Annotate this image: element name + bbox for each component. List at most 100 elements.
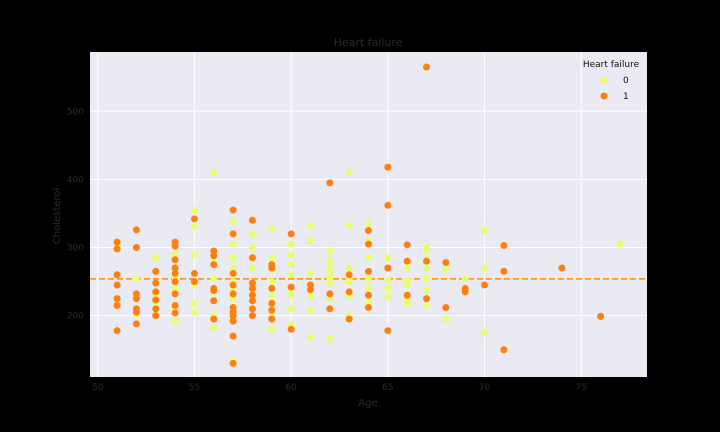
legend-label: 0: [623, 76, 629, 86]
data-point-series-1: [171, 309, 179, 317]
data-point-series-1: [210, 286, 218, 294]
data-point-series-1: [597, 312, 605, 320]
data-point-series-1: [500, 267, 508, 275]
x-tick-label: 70: [479, 383, 491, 393]
data-point-series-1: [423, 295, 431, 303]
data-point-series-1: [152, 312, 160, 320]
data-point-series-1: [210, 261, 218, 269]
data-point-series-0: [229, 240, 237, 248]
data-point-series-1: [442, 259, 450, 267]
y-tick-label: 500: [67, 107, 84, 117]
x-tick-label: 50: [92, 383, 104, 393]
data-point-series-1: [152, 267, 160, 275]
data-point-series-1: [210, 297, 218, 305]
data-point-series-1: [190, 215, 198, 223]
data-point-series-1: [326, 305, 334, 313]
data-point-series-1: [287, 325, 295, 333]
x-tick-labels: 50 55 60 65 70 75: [92, 383, 587, 393]
data-point-series-0: [190, 299, 198, 307]
data-point-series-0: [210, 274, 218, 282]
data-point-series-0: [345, 278, 353, 286]
data-point-series-0: [268, 325, 276, 333]
data-point-series-1: [171, 290, 179, 298]
data-point-series-1: [345, 288, 353, 296]
data-point-series-1: [248, 291, 256, 299]
data-point-series-0: [306, 222, 314, 230]
data-point-series-0: [423, 274, 431, 282]
data-point-series-1: [268, 284, 276, 292]
data-point-series-1: [229, 332, 237, 340]
data-point-series-1: [171, 264, 179, 272]
data-point-series-0: [190, 308, 198, 316]
data-point-series-0: [190, 223, 198, 231]
data-point-series-1: [171, 242, 179, 250]
data-point-series-0: [287, 261, 295, 269]
data-point-series-0: [190, 206, 198, 214]
data-point-series-0: [423, 286, 431, 294]
data-point-series-0: [442, 315, 450, 323]
data-point-series-1: [365, 240, 372, 248]
data-point-series-1: [248, 312, 256, 320]
data-point-series-0: [248, 230, 256, 238]
data-point-series-1: [287, 283, 295, 291]
data-point-series-0: [326, 247, 334, 255]
legend-marker: [600, 92, 608, 100]
data-point-series-1: [500, 242, 508, 250]
plot-area: [90, 52, 647, 377]
y-tick-label: 400: [67, 175, 84, 185]
data-point-series-0: [229, 264, 237, 272]
data-point-series-0: [132, 274, 140, 282]
data-point-series-1: [113, 281, 121, 289]
data-point-series-0: [365, 220, 372, 228]
data-point-series-1: [171, 278, 179, 286]
data-point-series-1: [442, 304, 450, 312]
data-point-series-0: [287, 271, 295, 279]
data-point-series-0: [481, 264, 489, 272]
data-point-series-1: [229, 269, 237, 277]
data-point-series-1: [384, 201, 392, 209]
data-point-series-1: [384, 163, 392, 171]
data-point-series-0: [171, 284, 179, 292]
data-point-series-0: [326, 264, 334, 272]
data-point-series-0: [365, 274, 372, 282]
data-point-series-0: [229, 254, 237, 262]
data-point-series-1: [113, 295, 121, 303]
data-point-series-0: [423, 264, 431, 272]
data-point-series-1: [268, 264, 276, 272]
data-point-series-1: [152, 288, 160, 296]
data-point-series-1: [558, 264, 566, 272]
data-point-series-1: [403, 257, 411, 265]
data-point-series-0: [210, 169, 218, 177]
y-tick-label: 300: [67, 244, 84, 254]
data-point-series-1: [132, 295, 140, 303]
data-point-series-1: [268, 299, 276, 307]
data-point-series-1: [306, 286, 314, 294]
data-point-series-1: [500, 346, 508, 354]
data-point-series-1: [481, 281, 489, 289]
data-point-series-0: [384, 284, 392, 292]
y-tick-label: 200: [67, 312, 84, 322]
data-point-series-0: [345, 169, 353, 177]
data-point-series-0: [287, 240, 295, 248]
data-point-series-1: [113, 301, 121, 309]
data-point-series-0: [190, 250, 198, 258]
legend: Heart failure 01: [583, 60, 640, 102]
data-point-series-0: [171, 317, 179, 325]
data-point-series-1: [190, 278, 198, 286]
data-point-series-0: [210, 324, 218, 332]
data-point-series-1: [113, 245, 121, 253]
data-point-series-1: [287, 230, 295, 238]
data-point-series-0: [287, 250, 295, 258]
x-axis-label: Age: [358, 398, 377, 409]
data-point-series-1: [132, 320, 140, 328]
data-point-series-0: [345, 264, 353, 272]
data-point-series-1: [152, 305, 160, 313]
data-point-series-0: [442, 265, 450, 273]
data-point-series-0: [403, 281, 411, 289]
data-point-series-1: [384, 327, 392, 335]
data-point-series-1: [365, 304, 372, 312]
data-point-series-1: [248, 297, 256, 305]
data-point-series-1: [229, 290, 237, 298]
data-point-series-1: [229, 312, 237, 320]
